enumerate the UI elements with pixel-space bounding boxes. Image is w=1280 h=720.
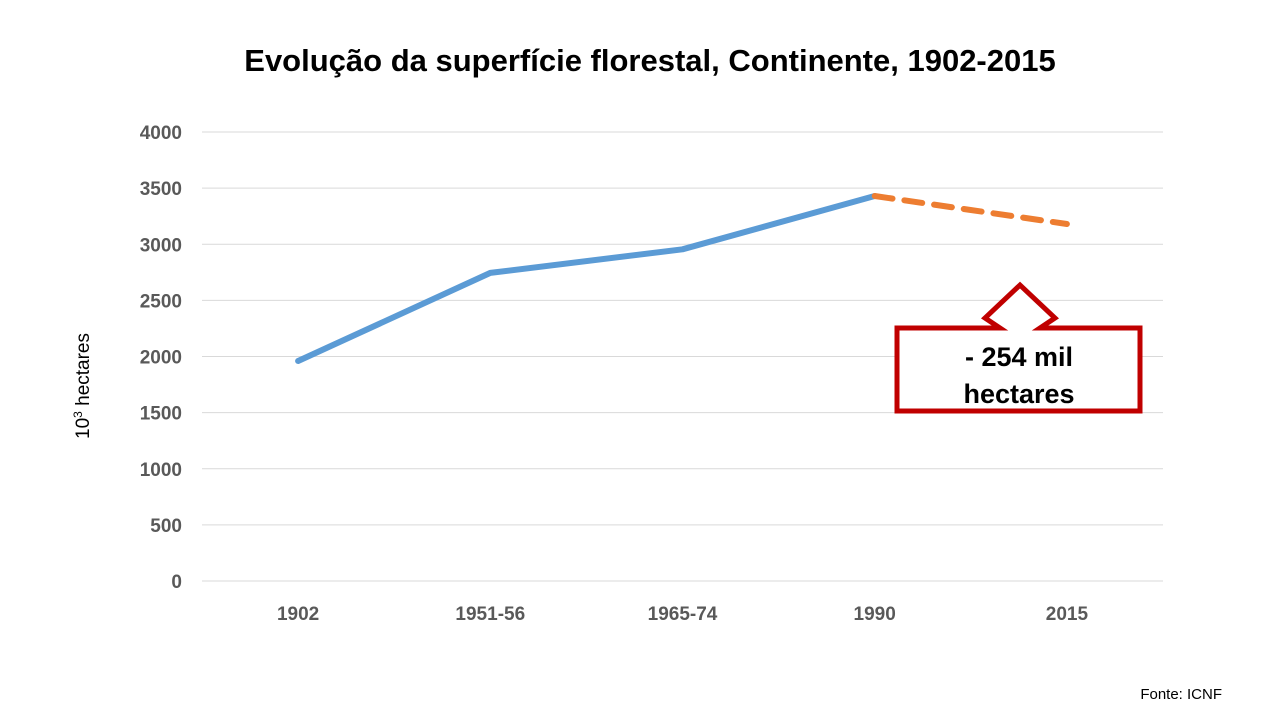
x-tick-label: 1965-74 [648,604,718,625]
series-line-solid [295,193,878,364]
y-axis-label-superscript: 3 [71,411,85,418]
y-tick-label: 1000 [140,460,182,481]
x-tick-label: 2015 [1046,604,1089,625]
chart-title: Evolução da superfície florestal, Contin… [244,43,1055,78]
y-tick-label: 3500 [140,179,182,200]
y-tick-label: 2000 [140,348,182,369]
callout-up-arrow-box [894,281,1143,414]
y-tick-label: 2500 [140,291,182,312]
gridlines [202,131,1163,582]
y-axis-label: 103 hectares [71,333,94,439]
callout-line-1: - 254 mil [965,342,1073,372]
x-tick-label: 1902 [277,604,319,625]
x-tick-label: 1951-56 [455,604,525,625]
y-axis-ticks: 0 500 1000 1500 2000 2500 3000 3500 4000 [140,123,182,593]
source-note: Fonte: ICNF [1140,686,1222,703]
series-line-dashed [871,193,1070,227]
y-tick-label: 1500 [140,404,182,425]
y-axis-label-unit: hectares [73,333,94,411]
y-tick-label: 4000 [140,123,182,144]
decrease-callout: - 254 mil hectares [894,281,1143,414]
y-axis-label-base: 10 [73,418,94,439]
y-tick-label: 500 [150,516,182,537]
y-tick-label: 3000 [140,235,182,256]
y-tick-label: 0 [171,572,182,593]
x-axis-ticks: 1902 1951-56 1965-74 1990 2015 [277,604,1089,625]
callout-line-2: hectares [963,379,1074,409]
series-lines [295,193,1070,364]
x-tick-label: 1990 [854,604,896,625]
